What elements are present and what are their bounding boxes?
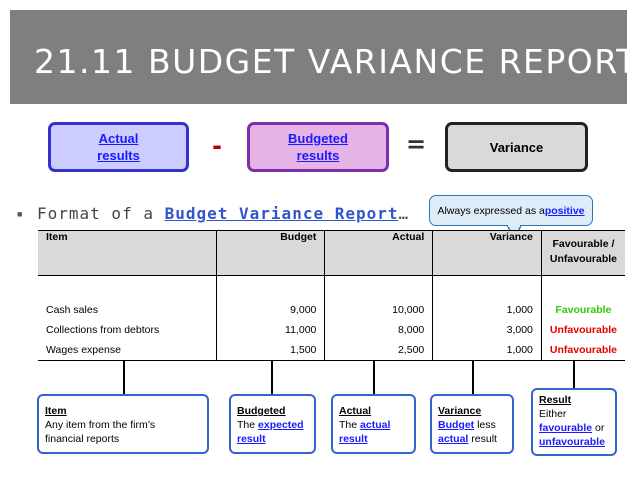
actual-results-box: Actual results (48, 122, 189, 172)
slide-title: 21.11 BUDGET VARIANCE REPORT (34, 42, 638, 81)
cell-variance: 1,000 (432, 340, 542, 361)
format-suffix: … (398, 204, 410, 223)
bullet-icon: ■ (17, 209, 23, 219)
table-header-row: Item Budget Actual Variance Favourable /… (38, 230, 625, 276)
positive-callout: Always expressed as a positive (429, 195, 593, 226)
cell-result: Unfavourable (540, 320, 625, 340)
connector-result (573, 361, 575, 388)
cell-actual: 8,000 (324, 320, 433, 340)
note-result-line1: Either (539, 408, 567, 420)
note-budgeted-prefix: The (237, 419, 259, 431)
note-actual-title: Actual (339, 405, 372, 417)
note-variance-title: Variance (438, 405, 482, 417)
budget-variance-report-link[interactable]: Budget Variance Report (164, 204, 399, 223)
spacer-row (38, 275, 625, 300)
connector-budget (271, 361, 273, 394)
variance-report-table: Item Budget Actual Variance Favourable /… (38, 230, 625, 361)
note-actual-word2: result (339, 433, 368, 445)
cell-item: Cash sales (46, 304, 98, 316)
note-item-line2: financial reports (45, 433, 120, 445)
header-item: Item (38, 230, 217, 276)
note-variance-word: Budget (438, 419, 475, 431)
note-budgeted: Budgeted The expected result (229, 394, 316, 454)
minus-sign: - (212, 132, 222, 160)
note-budgeted-word2: result (237, 433, 266, 445)
header-fav-line1: Favourable / (552, 238, 615, 250)
cell-result: Unfavourable (540, 340, 625, 361)
variance-label: Variance (489, 139, 544, 155)
table-row: Collections from debtors 11,000 8,000 3,… (38, 320, 625, 340)
cell-budget: 9,000 (216, 300, 325, 320)
connector-actual (373, 361, 375, 394)
note-item-title: Item (45, 405, 67, 417)
title-bar: 21.11 BUDGET VARIANCE REPORT (10, 10, 636, 104)
budgeted-results-label-2: results (296, 148, 340, 163)
table-row: Wages expense 1,500 2,500 1,000 Unfavour… (38, 340, 625, 361)
note-item: Item Any item from the firm’s financial … (37, 394, 209, 454)
note-variance: Variance Budget less actual result (430, 394, 514, 454)
header-favourable: Favourable / Unfavourable (540, 230, 625, 276)
note-result-word: favourable (539, 422, 593, 434)
note-budgeted-word: expected (258, 419, 304, 431)
budgeted-results-box: Budgeted results (247, 122, 389, 172)
note-budgeted-title: Budgeted (237, 405, 286, 417)
note-result-word2: unfavourable (539, 436, 605, 448)
variance-box: Variance (445, 122, 588, 172)
note-item-line1: Any item from the firm’s (45, 419, 156, 431)
connector-item (123, 361, 125, 394)
cell-actual: 2,500 (324, 340, 433, 361)
callout-emphasis: positive (544, 204, 585, 217)
budgeted-results-label-1: Budgeted (288, 131, 348, 146)
cell-budget: 11,000 (216, 320, 325, 340)
table-row: Cash sales 9,000 10,000 1,000 Favourable (38, 300, 625, 320)
connector-variance (472, 361, 474, 394)
cell-item: Wages expense (38, 340, 217, 361)
cell-result: Favourable (540, 300, 625, 320)
note-actual-word: actual (360, 419, 391, 431)
equals-sign: = (406, 130, 427, 158)
cell-actual: 10,000 (324, 300, 433, 320)
header-variance: Variance (432, 230, 542, 276)
format-text: Format of a (37, 204, 165, 223)
note-variance-word2: actual (438, 433, 469, 445)
note-variance-suffix: result (468, 433, 497, 445)
actual-results-label-2: results (97, 148, 140, 163)
note-actual-prefix: The (339, 419, 361, 431)
cell-variance: 1,000 (432, 300, 542, 320)
header-actual: Actual (324, 230, 433, 276)
cell-budget: 1,500 (216, 340, 325, 361)
header-budget: Budget (216, 230, 325, 276)
format-heading: Format of a Budget Variance Report… (37, 204, 409, 223)
note-result-title: Result (539, 394, 572, 406)
note-result-mid: or (592, 422, 605, 434)
callout-text: Always expressed as a (437, 204, 545, 217)
header-fav-line2: Unfavourable (549, 253, 617, 265)
cell-item: Collections from debtors (46, 324, 160, 336)
note-variance-mid: less (474, 419, 496, 431)
cell-variance: 3,000 (432, 320, 542, 340)
note-actual: Actual The actual result (331, 394, 416, 454)
note-result: Result Either favourable or unfavourable (531, 388, 617, 456)
actual-results-label-1: Actual (98, 131, 139, 146)
